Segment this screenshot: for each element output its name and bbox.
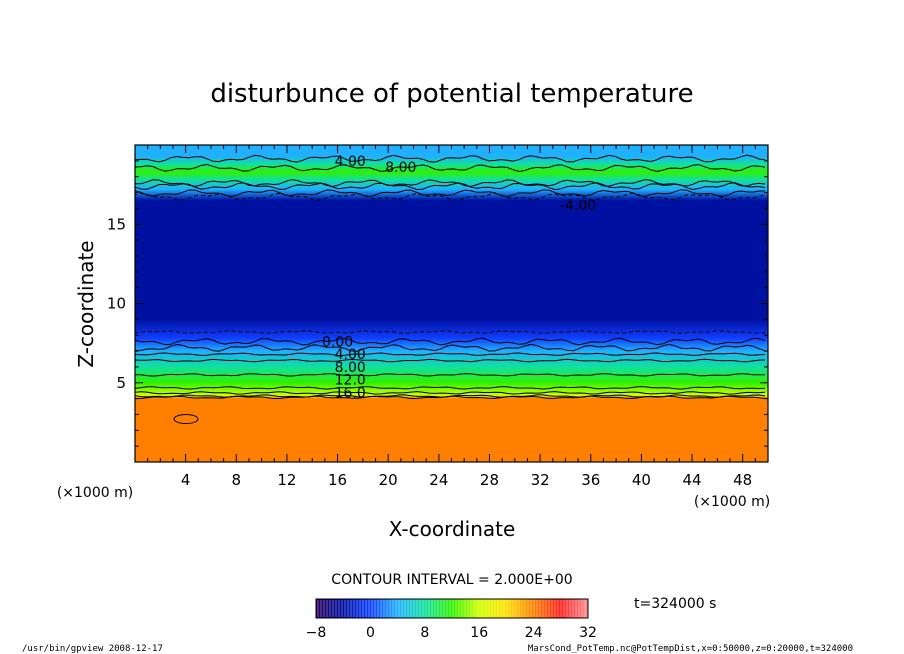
contour-line bbox=[134, 179, 766, 188]
colorbar-tick-label: 24 bbox=[525, 625, 543, 641]
y-tick-label: 10 bbox=[107, 295, 126, 313]
contour-label: 4.00 bbox=[335, 154, 366, 170]
x-axis: 4 8 12 16 20 24 28 32 36 40 44 48 bbox=[147, 145, 756, 489]
contour-line bbox=[134, 163, 766, 173]
footer-left: /usr/bin/gpview 2008-12-17 bbox=[22, 644, 163, 654]
y-tick-label: 15 bbox=[107, 215, 126, 233]
colorbar-frame bbox=[315, 598, 589, 619]
colorbar-tick-label: 16 bbox=[470, 625, 488, 641]
x-unit-left: (×1000 m) bbox=[57, 485, 133, 501]
x-tick-label: 24 bbox=[429, 471, 448, 489]
x-tick-label: 16 bbox=[328, 471, 347, 489]
y-axis: 5 10 15 bbox=[107, 160, 768, 447]
contour-label: 0.00 bbox=[322, 335, 353, 351]
contour-lines bbox=[134, 154, 766, 400]
contour-line bbox=[134, 182, 766, 191]
chart-title: disturbunce of potential temperature bbox=[210, 79, 693, 109]
x-tick-label: 44 bbox=[682, 471, 701, 489]
x-tick-label: 40 bbox=[632, 471, 651, 489]
x-tick-label: 32 bbox=[531, 471, 550, 489]
colorbar-tick-label: 0 bbox=[366, 625, 375, 641]
contour-line bbox=[134, 343, 766, 352]
contour-label: 16.0 bbox=[335, 385, 366, 401]
x-tick-label: 12 bbox=[277, 471, 296, 489]
contour-label: 4.00 bbox=[335, 347, 366, 363]
colorbar-tick-label: 8 bbox=[420, 625, 429, 641]
x-tick-label: 4 bbox=[181, 471, 191, 489]
contour-line bbox=[134, 391, 766, 395]
colorbar-stripes bbox=[317, 600, 586, 617]
contour-line bbox=[134, 395, 766, 400]
colorbar-tick-label: −8 bbox=[306, 625, 327, 641]
contour-line bbox=[134, 358, 766, 363]
x-tick-label: 36 bbox=[581, 471, 600, 489]
contour-closed-loop bbox=[173, 414, 199, 424]
x-tick-label: 28 bbox=[480, 471, 499, 489]
x-axis-label: X-coordinate bbox=[389, 517, 516, 541]
contour-line bbox=[134, 189, 766, 198]
contour-label: 8.00 bbox=[385, 160, 416, 176]
colorbar-ticks: −8 0 8 16 24 32 bbox=[306, 625, 597, 641]
x-tick-label: 8 bbox=[232, 471, 242, 489]
contour-line bbox=[134, 373, 766, 377]
contour-label: -4.00 bbox=[560, 198, 596, 214]
x-unit-right: (×1000 m) bbox=[694, 494, 770, 510]
contour-line bbox=[134, 352, 766, 357]
y-tick-label: 5 bbox=[116, 374, 126, 392]
colorbar-tick-label: 32 bbox=[579, 625, 597, 641]
contour-line bbox=[134, 192, 766, 201]
contour-line bbox=[134, 330, 766, 334]
footer-right: MarsCond_PotTemp.nc@PotTempDist,x=0:5000… bbox=[528, 644, 853, 654]
colorbar: −8 0 8 16 24 32 bbox=[306, 598, 597, 641]
x-tick-label: 48 bbox=[733, 471, 752, 489]
contour-label: 8.00 bbox=[335, 360, 366, 376]
contour-line bbox=[134, 337, 766, 346]
y-axis-label: Z-coordinate bbox=[74, 240, 98, 367]
contour-label: 12.0 bbox=[335, 373, 366, 389]
contour-line bbox=[134, 386, 766, 390]
colorbar-fill bbox=[316, 599, 588, 618]
x-tick-label: 20 bbox=[379, 471, 398, 489]
heatmap-field bbox=[135, 145, 768, 462]
time-label: t=324000 s bbox=[634, 596, 716, 612]
contour-line bbox=[134, 154, 766, 163]
contour-interval-label: CONTOUR INTERVAL = 2.000E+00 bbox=[331, 572, 572, 588]
